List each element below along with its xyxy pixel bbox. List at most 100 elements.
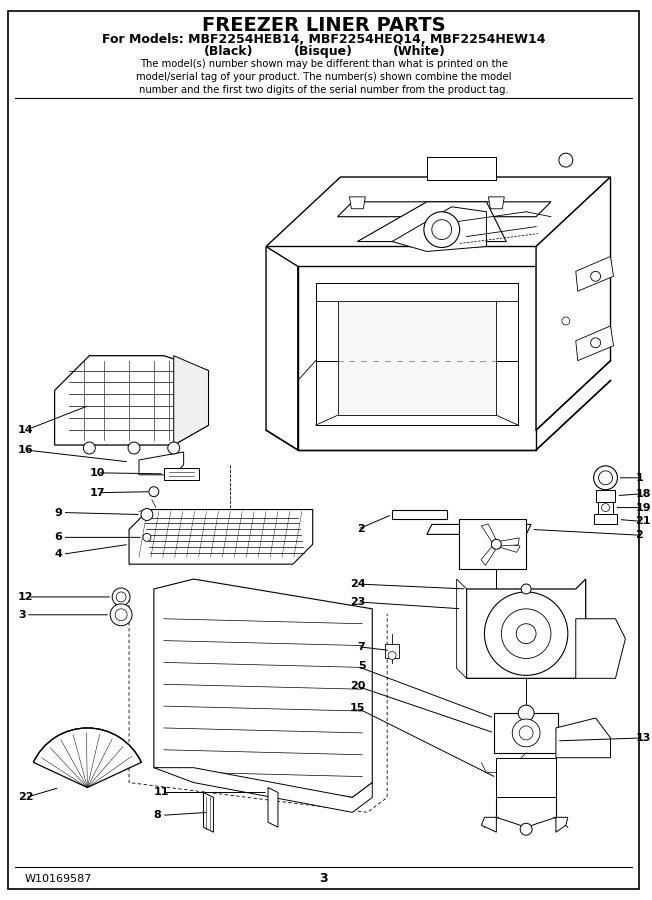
Text: 5: 5 <box>358 662 365 671</box>
Polygon shape <box>298 266 536 450</box>
Circle shape <box>115 608 127 621</box>
Text: 11: 11 <box>154 788 170 797</box>
Text: 10: 10 <box>89 468 105 478</box>
Polygon shape <box>481 817 496 833</box>
Polygon shape <box>427 158 496 180</box>
Text: W10169587: W10169587 <box>25 874 92 884</box>
Circle shape <box>516 624 536 644</box>
Text: 1: 1 <box>635 472 643 482</box>
Text: (White): (White) <box>393 45 445 58</box>
Text: 8: 8 <box>154 810 162 820</box>
Text: 7: 7 <box>357 642 365 652</box>
Polygon shape <box>494 713 558 752</box>
Circle shape <box>149 487 159 497</box>
Polygon shape <box>576 326 614 361</box>
Polygon shape <box>392 509 447 519</box>
Circle shape <box>562 317 570 325</box>
Polygon shape <box>139 452 184 475</box>
Text: 2: 2 <box>635 530 643 540</box>
Text: 24: 24 <box>349 579 365 589</box>
Circle shape <box>519 726 533 740</box>
Text: For Models: MBF2254HEB14, MBF2254HEQ14, MBF2254HEW14: For Models: MBF2254HEB14, MBF2254HEQ14, … <box>102 32 545 46</box>
Polygon shape <box>576 256 614 292</box>
Circle shape <box>112 588 130 606</box>
Wedge shape <box>33 728 141 788</box>
Polygon shape <box>500 538 519 546</box>
Polygon shape <box>392 207 486 251</box>
Polygon shape <box>338 202 551 217</box>
Circle shape <box>141 508 153 520</box>
Circle shape <box>83 442 95 454</box>
Polygon shape <box>129 509 313 564</box>
Text: (Bisque): (Bisque) <box>294 45 353 58</box>
Circle shape <box>128 442 140 454</box>
Text: 9: 9 <box>55 508 63 518</box>
Polygon shape <box>481 546 496 565</box>
Polygon shape <box>154 579 372 797</box>
Text: 19: 19 <box>635 502 651 513</box>
Polygon shape <box>173 356 209 445</box>
Polygon shape <box>349 197 365 209</box>
Polygon shape <box>316 284 518 425</box>
Circle shape <box>143 534 151 541</box>
Circle shape <box>591 271 600 281</box>
Polygon shape <box>496 758 556 797</box>
Circle shape <box>492 539 501 549</box>
Polygon shape <box>203 793 213 832</box>
Circle shape <box>484 592 568 675</box>
Circle shape <box>110 604 132 626</box>
Circle shape <box>116 592 126 602</box>
Text: 21: 21 <box>635 517 651 526</box>
Text: 3: 3 <box>18 610 25 620</box>
Circle shape <box>521 584 531 594</box>
Polygon shape <box>164 468 199 480</box>
Text: 12: 12 <box>18 592 33 602</box>
Text: 22: 22 <box>18 792 33 803</box>
Polygon shape <box>596 490 615 501</box>
Polygon shape <box>556 817 568 833</box>
Polygon shape <box>266 177 610 247</box>
Text: 13: 13 <box>635 733 651 742</box>
Polygon shape <box>55 356 209 445</box>
Circle shape <box>593 466 617 490</box>
Text: 23: 23 <box>350 597 365 607</box>
Polygon shape <box>576 619 625 679</box>
Polygon shape <box>481 524 496 542</box>
Polygon shape <box>488 197 504 209</box>
Text: 6: 6 <box>55 533 63 543</box>
Polygon shape <box>556 718 610 758</box>
Polygon shape <box>593 514 617 525</box>
Text: (Black): (Black) <box>203 45 253 58</box>
Polygon shape <box>385 644 399 659</box>
Polygon shape <box>500 543 520 553</box>
Polygon shape <box>598 501 614 514</box>
Circle shape <box>518 705 534 721</box>
Circle shape <box>559 153 573 167</box>
Polygon shape <box>467 579 585 679</box>
Polygon shape <box>536 177 610 430</box>
Polygon shape <box>427 525 531 535</box>
Polygon shape <box>458 519 526 569</box>
Circle shape <box>168 442 180 454</box>
Text: 18: 18 <box>635 489 651 499</box>
Polygon shape <box>357 202 507 241</box>
Circle shape <box>388 652 396 660</box>
Circle shape <box>512 719 540 747</box>
Polygon shape <box>456 579 467 679</box>
Text: FREEZER LINER PARTS: FREEZER LINER PARTS <box>202 15 445 34</box>
Circle shape <box>599 471 612 485</box>
Text: 17: 17 <box>89 488 105 498</box>
Circle shape <box>602 504 610 511</box>
Text: 16: 16 <box>18 445 33 455</box>
Circle shape <box>591 338 600 347</box>
Circle shape <box>432 220 452 239</box>
Polygon shape <box>268 788 278 827</box>
Circle shape <box>424 212 460 248</box>
Text: 20: 20 <box>350 681 365 691</box>
Text: 4: 4 <box>55 549 63 559</box>
Text: 2: 2 <box>357 525 365 535</box>
Polygon shape <box>338 302 496 415</box>
Polygon shape <box>154 768 372 813</box>
Circle shape <box>520 824 532 835</box>
Polygon shape <box>266 247 298 450</box>
